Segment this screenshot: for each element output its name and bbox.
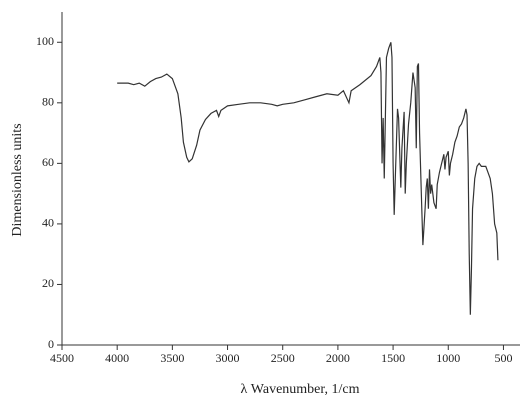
y-tick-label: 80	[42, 95, 54, 109]
x-tick-label: 4500	[50, 351, 74, 365]
x-tick-label: 4000	[105, 351, 129, 365]
x-tick-label: 3000	[216, 351, 240, 365]
y-tick-label: 40	[42, 216, 54, 230]
y-axis-label: Dimensionless units	[10, 123, 25, 236]
x-tick-label: 1000	[436, 351, 460, 365]
y-tick-label: 100	[36, 34, 54, 48]
y-tick-label: 60	[42, 155, 54, 169]
y-tick-label: 20	[42, 276, 54, 290]
x-tick-label: 500	[494, 351, 512, 365]
spectrum-line	[117, 42, 499, 315]
x-axis-label: λ Wavenumber, 1/cm	[240, 382, 359, 397]
x-tick-label: 2000	[326, 351, 350, 365]
y-tick-label: 0	[48, 337, 54, 351]
x-tick-label: 2500	[271, 351, 295, 365]
x-tick-label: 1500	[381, 351, 405, 365]
x-tick-label: 3500	[160, 351, 184, 365]
